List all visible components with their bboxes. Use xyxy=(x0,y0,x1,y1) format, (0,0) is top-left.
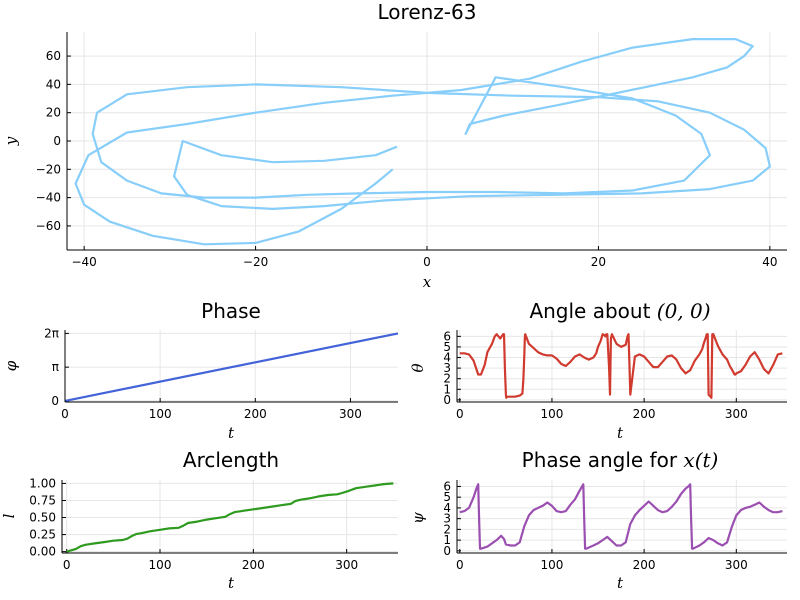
phase_x-xtick-label-0: 0 xyxy=(456,558,464,572)
lorenz-ytick-label-4: 20 xyxy=(46,106,61,120)
angle-xtick-label-2: 200 xyxy=(633,407,656,421)
lorenz-trajectory-line xyxy=(74,37,772,246)
angle-ytick-label-4: 4 xyxy=(443,351,451,365)
phase-xtick-label-3: 300 xyxy=(339,407,362,421)
phase-x-title: Phase angle for x(t) xyxy=(522,448,719,472)
lorenz-xlabel: x xyxy=(423,273,432,291)
phase_x-ytick-label-6: 6 xyxy=(443,479,451,493)
arclength-xtick-label-0: 0 xyxy=(63,558,71,572)
angle-ytick-label-1: 1 xyxy=(443,382,451,396)
lorenz-ytick-label-5: 40 xyxy=(46,77,61,91)
lorenz-xtick-label-4: 40 xyxy=(762,255,777,269)
angle-ytick-label-3: 3 xyxy=(443,361,451,375)
lorenz-ytick-label-2: −20 xyxy=(36,162,61,176)
arclength-xtick-label-3: 300 xyxy=(335,558,358,572)
angle-ytick-label-0: 0 xyxy=(443,393,451,407)
phase_x-ytick-label-3: 3 xyxy=(443,512,451,526)
arclength-title: Arclength xyxy=(183,448,279,472)
lorenz-title: Lorenz-63 xyxy=(378,0,477,24)
angle-title: Angle about (0, 0) xyxy=(529,299,710,323)
phase-ytick-label-0: 0 xyxy=(51,394,59,408)
arclength-xtick-label-2: 200 xyxy=(242,558,265,572)
angle-title-math: (0, 0) xyxy=(657,299,711,323)
phase-ytick-label-1: π xyxy=(52,360,59,374)
phase_x-ytick-label-0: 0 xyxy=(443,544,451,558)
lorenz-ylabel: y xyxy=(2,136,20,146)
lorenz-ytick-label-6: 60 xyxy=(46,49,61,63)
lorenz-ytick-label-1: −40 xyxy=(36,191,61,205)
phase-ylabel: φ xyxy=(2,360,20,371)
angle-title-text: Angle about xyxy=(529,299,656,323)
arclength-ylabel: l xyxy=(0,513,18,518)
angle-xtick-label-3: 300 xyxy=(725,407,748,421)
phase-xlabel: t xyxy=(228,424,235,442)
phase_x-ytick-label-4: 4 xyxy=(443,501,451,515)
angle-line xyxy=(459,333,783,399)
lorenz-ytick-label-0: −60 xyxy=(36,219,61,233)
phase-x-title-text: Phase angle for xyxy=(522,448,684,472)
lorenz-xtick-label-0: −40 xyxy=(71,255,96,269)
arclength-xlabel: t xyxy=(228,574,235,592)
angle-xtick-label-0: 0 xyxy=(456,407,464,421)
arclength-line xyxy=(66,482,394,553)
phase-x-ylabel: ψ xyxy=(409,512,427,524)
phase-x-title-math: x(t) xyxy=(683,448,718,472)
phase-x-xlabel: t xyxy=(617,574,624,592)
phase-line xyxy=(64,332,399,402)
phase_x-xtick-label-3: 300 xyxy=(725,558,748,572)
phase_x-ytick-label-2: 2 xyxy=(443,522,451,536)
angle-xtick-label-1: 100 xyxy=(540,407,563,421)
panel-arclength: Arclength 0 100 200 300 0.00 0.25 0.50 0.75 1.00… xyxy=(0,448,398,592)
phase-x-line xyxy=(459,483,783,550)
phase_x-ytick-label-5: 5 xyxy=(443,490,451,504)
lorenz-xtick-label-1: −20 xyxy=(243,255,268,269)
phase_x-ytick-label-1: 1 xyxy=(443,533,451,547)
phase-xtick-label-2: 200 xyxy=(244,407,267,421)
angle-xlabel: t xyxy=(617,424,624,442)
lorenz-xtick-label-2: 0 xyxy=(423,255,431,269)
arclength-ytick-label-1: 0.25 xyxy=(29,528,56,542)
phase-xtick-label-0: 0 xyxy=(61,407,69,421)
phase-xtick-label-1: 100 xyxy=(149,407,172,421)
phase-ytick-label-2: 2π xyxy=(44,326,59,340)
arclength-xtick-label-1: 100 xyxy=(149,558,172,572)
arclength-ytick-label-0: 0.00 xyxy=(29,545,56,559)
arclength-ytick-label-2: 0.50 xyxy=(29,511,56,525)
angle-ytick-label-5: 5 xyxy=(443,340,451,354)
angle-ytick-label-6: 6 xyxy=(443,329,451,343)
lorenz-xtick-label-3: 20 xyxy=(591,255,606,269)
phase-title: Phase xyxy=(201,299,261,323)
angle-ytick-label-2: 2 xyxy=(443,372,451,386)
phase_x-xtick-label-2: 200 xyxy=(633,558,656,572)
arclength-ytick-label-3: 0.75 xyxy=(29,493,56,507)
angle-ylabel: θ xyxy=(409,363,427,372)
arclength-ytick-label-4: 1.00 xyxy=(29,476,56,490)
lorenz-ytick-label-3: 0 xyxy=(53,134,61,148)
phase_x-xtick-label-1: 100 xyxy=(540,558,563,572)
panel-phase: Phase 0 100 200 300 0 π 2π t φ xyxy=(2,299,399,442)
